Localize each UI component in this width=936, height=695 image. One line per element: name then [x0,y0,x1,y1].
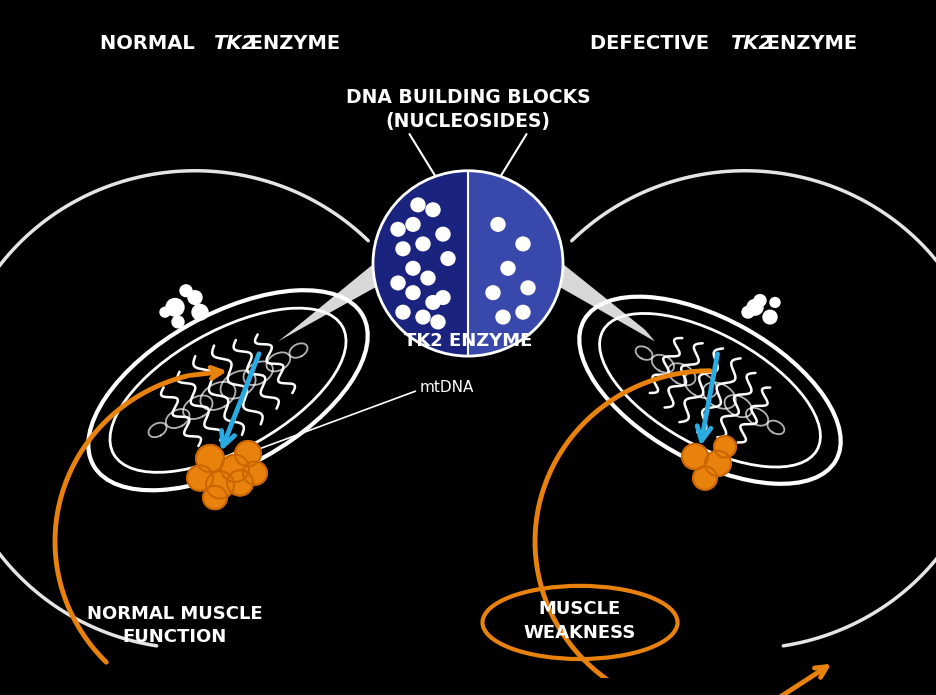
Text: ENZYME: ENZYME [760,34,857,53]
Text: mtDNA: mtDNA [420,380,475,395]
Circle shape [436,227,450,241]
Circle shape [188,291,202,304]
Polygon shape [373,171,468,356]
Circle shape [436,291,450,304]
Circle shape [180,285,192,297]
Polygon shape [544,249,655,341]
Circle shape [516,237,530,251]
Text: NORMAL: NORMAL [100,34,201,53]
Circle shape [426,203,440,217]
Circle shape [406,286,420,300]
Circle shape [406,218,420,231]
Circle shape [227,471,253,496]
Circle shape [714,436,736,457]
Circle shape [431,315,445,329]
Circle shape [416,310,430,324]
Text: NORMAL MUSCLE
FUNCTION: NORMAL MUSCLE FUNCTION [87,605,263,646]
Circle shape [763,310,777,324]
Text: TK2 ENZYME: TK2 ENZYME [403,332,533,350]
Circle shape [770,297,780,307]
Circle shape [747,300,763,315]
Circle shape [166,299,184,316]
Circle shape [203,486,227,509]
Text: TK2: TK2 [730,34,772,53]
Circle shape [501,261,515,275]
Text: ENZYME: ENZYME [243,34,340,53]
Circle shape [206,471,234,498]
Circle shape [391,276,405,290]
Circle shape [486,286,500,300]
Circle shape [172,316,184,328]
Circle shape [426,295,440,309]
Circle shape [705,451,731,476]
Circle shape [411,198,425,212]
Circle shape [391,222,405,236]
Circle shape [491,218,505,231]
Text: TK2: TK2 [213,34,255,53]
Circle shape [754,295,766,306]
Circle shape [742,306,754,318]
Circle shape [192,304,208,320]
Circle shape [235,441,261,466]
Circle shape [521,281,535,295]
Text: DEFECTIVE: DEFECTIVE [590,34,716,53]
Circle shape [441,252,455,265]
Circle shape [396,305,410,319]
Circle shape [421,271,435,285]
Circle shape [196,445,224,472]
Circle shape [406,261,420,275]
Text: (NUCLEOSIDES): (NUCLEOSIDES) [386,112,550,131]
Circle shape [187,466,213,491]
Polygon shape [278,249,392,341]
Polygon shape [468,171,563,356]
Circle shape [682,444,708,469]
Text: MUSCLE
WEAKNESS: MUSCLE WEAKNESS [524,600,636,641]
Circle shape [160,307,170,317]
Circle shape [496,310,510,324]
Circle shape [243,461,267,485]
Circle shape [693,466,717,490]
Text: DNA BUILDING BLOCKS: DNA BUILDING BLOCKS [345,88,591,107]
Circle shape [396,242,410,256]
Circle shape [416,237,430,251]
Circle shape [516,305,530,319]
Circle shape [221,455,249,482]
